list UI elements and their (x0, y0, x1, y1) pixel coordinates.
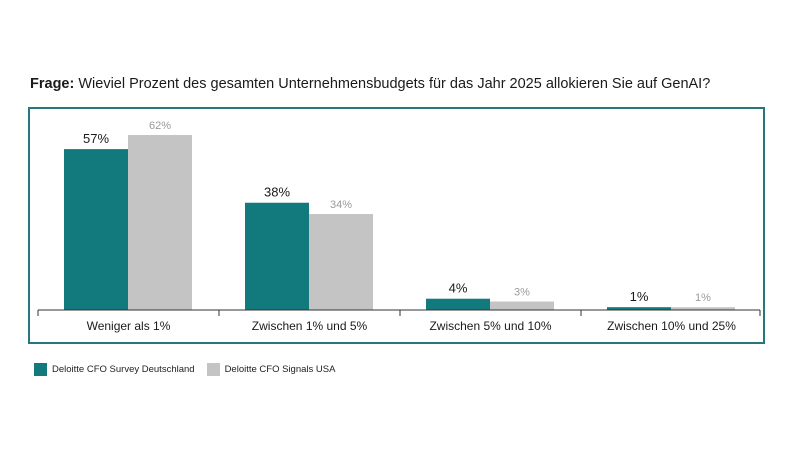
bar-deutschland-3 (607, 307, 671, 310)
bar-usa-3 (671, 307, 735, 310)
category-label-3: Zwischen 10% und 25% (607, 319, 736, 333)
data-label-usa-2: 3% (514, 287, 530, 299)
legend-label-deutschland: Deloitte CFO Survey Deutschland (52, 364, 195, 375)
data-label-deutschland-1: 38% (264, 185, 290, 200)
legend-swatch-usa (206, 363, 220, 376)
data-label-usa-1: 34% (330, 199, 352, 211)
chart-frame (28, 107, 765, 344)
category-label-1: Zwischen 1% und 5% (252, 319, 368, 333)
legend-label-usa: Deloitte CFO Signals USA (224, 364, 336, 375)
question-prefix: Frage: (30, 76, 75, 92)
legend: Deloitte CFO Survey Deutschland Deloitte… (34, 363, 347, 376)
bar-deutschland-0 (64, 149, 128, 310)
bar-deutschland-1 (245, 202, 309, 310)
category-label-2: Zwischen 5% und 10% (429, 319, 551, 333)
question-text: Wieviel Prozent des gesamten Unternehmen… (74, 76, 711, 92)
data-label-deutschland-3: 1% (630, 289, 649, 304)
bar-usa-1 (309, 214, 373, 310)
bar-usa-0 (128, 135, 192, 310)
data-label-usa-3: 1% (695, 292, 711, 304)
bar-usa-2 (490, 301, 554, 310)
category-label-0: Weniger als 1% (87, 319, 171, 333)
legend-item-usa: Deloitte CFO Signals USA (206, 363, 336, 376)
legend-item-deutschland: Deloitte CFO Survey Deutschland (34, 363, 195, 376)
data-label-deutschland-2: 4% (449, 281, 468, 296)
question-title: Frage: Wieviel Prozent des gesamten Unte… (30, 76, 710, 92)
data-label-deutschland-0: 57% (83, 131, 109, 146)
bar-deutschland-2 (426, 298, 490, 310)
legend-swatch-deutschland (34, 363, 47, 376)
data-label-usa-0: 62% (149, 120, 171, 132)
